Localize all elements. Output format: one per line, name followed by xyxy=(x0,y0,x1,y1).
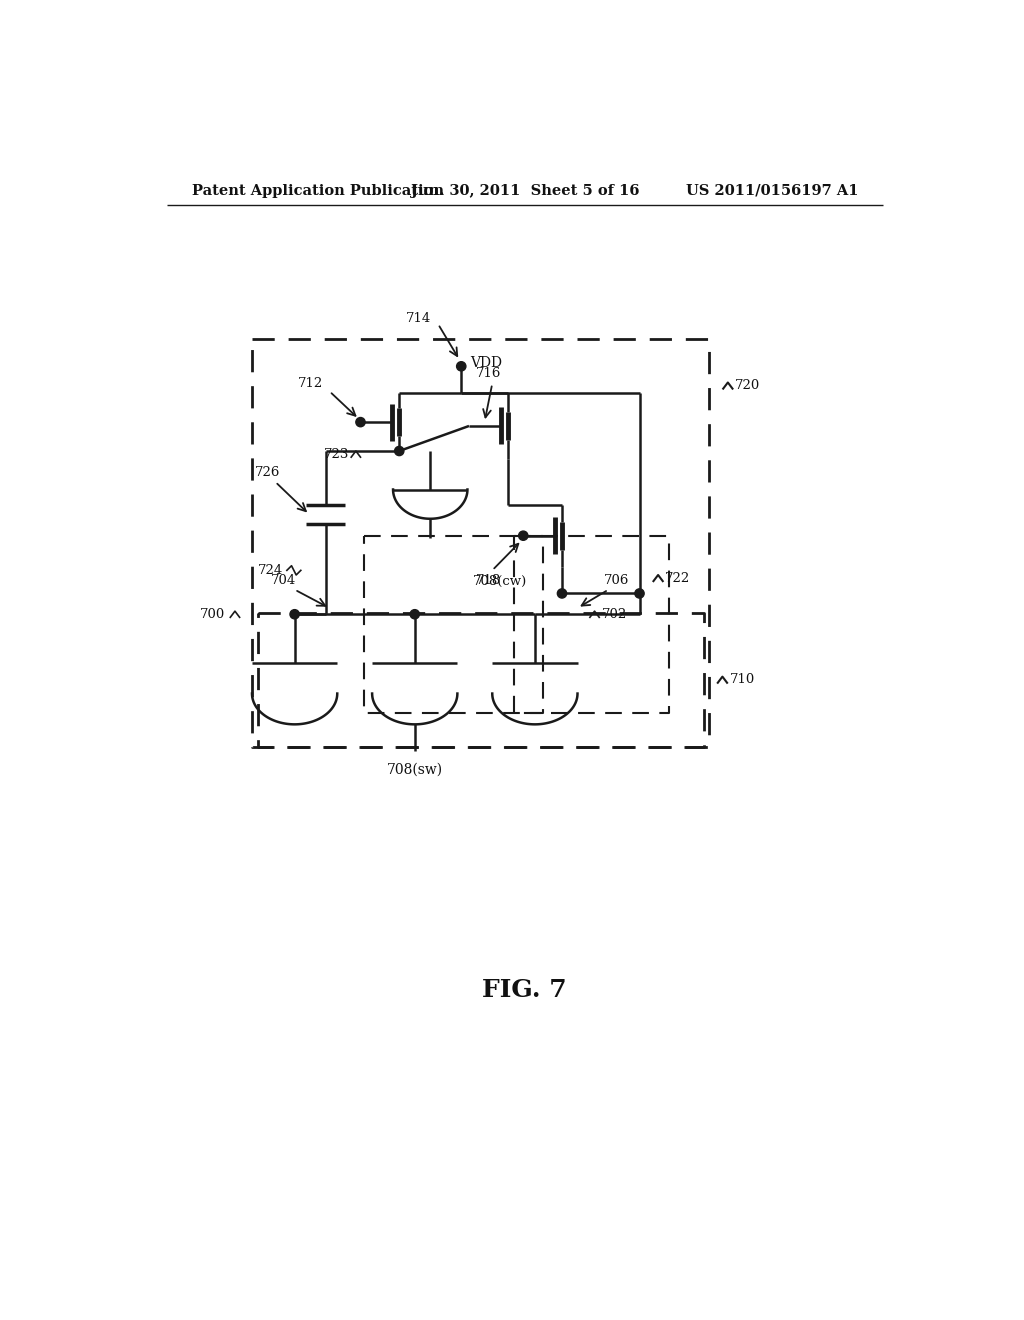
Circle shape xyxy=(635,589,644,598)
Circle shape xyxy=(518,531,528,540)
Text: Jun. 30, 2011  Sheet 5 of 16: Jun. 30, 2011 Sheet 5 of 16 xyxy=(411,183,639,198)
Circle shape xyxy=(557,589,566,598)
Text: 714: 714 xyxy=(406,312,431,325)
Text: FIG. 7: FIG. 7 xyxy=(482,978,567,1002)
Text: 712: 712 xyxy=(298,378,323,391)
Text: 724: 724 xyxy=(258,564,283,577)
Text: 722: 722 xyxy=(665,572,690,585)
Text: 702: 702 xyxy=(602,607,628,620)
Text: 716: 716 xyxy=(476,367,501,380)
Text: 723: 723 xyxy=(324,449,349,462)
Circle shape xyxy=(356,417,366,426)
Text: 708(cw): 708(cw) xyxy=(473,576,527,589)
Text: Patent Application Publication: Patent Application Publication xyxy=(191,183,443,198)
Text: US 2011/0156197 A1: US 2011/0156197 A1 xyxy=(685,183,858,198)
Circle shape xyxy=(394,446,403,455)
Text: VDD: VDD xyxy=(471,356,503,370)
Text: 700: 700 xyxy=(200,607,225,620)
Circle shape xyxy=(410,610,420,619)
Text: 708(sw): 708(sw) xyxy=(387,763,442,777)
Text: 704: 704 xyxy=(270,574,296,587)
Circle shape xyxy=(457,362,466,371)
Text: 720: 720 xyxy=(735,379,760,392)
Text: 710: 710 xyxy=(729,673,755,686)
Circle shape xyxy=(290,610,299,619)
Text: 726: 726 xyxy=(255,466,281,479)
Text: 718: 718 xyxy=(476,574,501,587)
Text: 706: 706 xyxy=(603,574,629,587)
